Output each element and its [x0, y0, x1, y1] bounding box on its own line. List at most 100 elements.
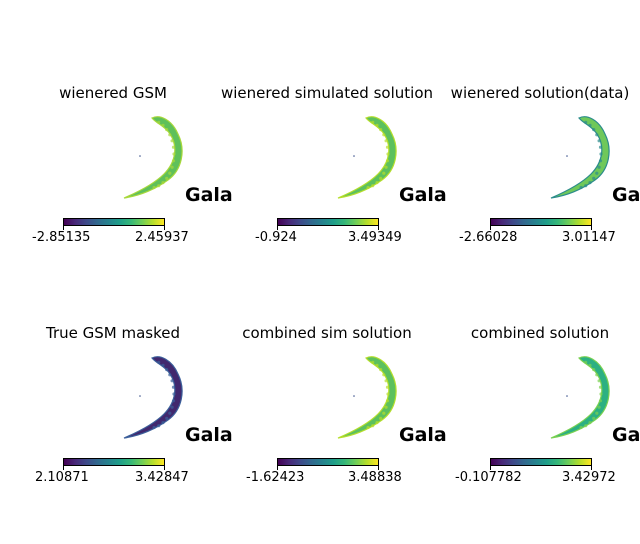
- map-texture-mark: [371, 424, 375, 428]
- colorbar: [490, 218, 592, 226]
- map-texture-mark: [598, 145, 603, 149]
- sky-map: [427, 344, 640, 452]
- panel-combined-sim-solution: combined sim solution Gala -1.62423 3.48…: [214, 324, 447, 544]
- sky-map: [214, 344, 442, 452]
- sky-map: [427, 104, 640, 212]
- panel-title: combined solution: [470, 324, 610, 342]
- panel-combined-solution: combined solution Gala -0.107782 3.42972: [427, 324, 640, 544]
- map-texture-mark: [598, 159, 603, 163]
- map-texture-mark: [384, 165, 388, 169]
- map-texture-mark: [588, 363, 592, 367]
- map-texture-mark: [592, 416, 596, 420]
- colorbar-tick-max: [591, 466, 592, 470]
- map-texture-mark: [595, 411, 599, 415]
- colorbar-tick-min: [63, 466, 64, 470]
- crescent-region: [550, 356, 610, 439]
- map-texture-mark: [379, 368, 383, 372]
- map-texture-mark: [366, 425, 370, 430]
- colorbar-tick-min: [490, 466, 491, 470]
- colorbar-tick-max: [378, 466, 379, 470]
- map-texture-mark: [157, 424, 161, 428]
- map-texture-mark: [161, 421, 165, 425]
- colorbar-max-label: 3.42972: [562, 470, 616, 485]
- map-texture-mark: [375, 421, 379, 425]
- map-texture-mark: [375, 363, 379, 367]
- map-texture-mark: [152, 425, 156, 430]
- colorbar: [490, 458, 592, 466]
- crescent-region: [123, 116, 183, 199]
- map-texture-mark: [598, 385, 603, 389]
- map-texture-mark: [171, 159, 176, 163]
- map-texture-mark: [161, 123, 165, 127]
- sky-map-svg: [550, 116, 610, 199]
- stray-pixel: [139, 155, 141, 157]
- panel-title: wienered GSM: [59, 84, 167, 102]
- map-texture-mark: [172, 392, 176, 396]
- map-texture-mark: [382, 171, 386, 175]
- map-texture-mark: [168, 171, 172, 175]
- colorbar-tick-max: [164, 226, 165, 230]
- map-texture-mark: [592, 176, 596, 180]
- colorbar-tick-min: [490, 226, 491, 230]
- map-texture-mark: [161, 363, 165, 367]
- map-texture-mark: [171, 145, 176, 149]
- map-texture-mark: [386, 392, 390, 396]
- map-texture-mark: [170, 379, 174, 383]
- colorbar-max-label: 3.42847: [135, 470, 189, 485]
- map-texture-mark: [168, 411, 172, 415]
- map-texture-mark: [598, 399, 603, 403]
- map-texture-mark: [595, 171, 599, 175]
- map-texture-mark: [385, 159, 390, 163]
- map-texture-mark: [379, 416, 383, 420]
- map-texture-mark: [171, 385, 176, 389]
- map-texture-mark: [165, 176, 169, 180]
- map-texture-mark: [375, 181, 379, 185]
- map-texture-mark: [584, 424, 588, 428]
- map-texture-mark: [157, 360, 161, 364]
- map-texture-mark: [588, 421, 592, 425]
- map-texture-mark: [157, 120, 161, 124]
- map-texture-mark: [171, 399, 176, 403]
- map-texture-mark: [371, 184, 375, 188]
- map-texture-mark: [382, 411, 386, 415]
- galactic-label: Gala: [399, 424, 447, 446]
- colorbar-max-label: 2.45937: [135, 230, 189, 245]
- map-texture-mark: [592, 128, 596, 132]
- colorbar: [277, 218, 379, 226]
- sky-map-svg: [123, 116, 183, 199]
- colorbar: [63, 218, 165, 226]
- crescent-region: [550, 116, 610, 199]
- map-texture-mark: [584, 120, 588, 124]
- map-texture-mark: [588, 123, 592, 127]
- stray-pixel: [353, 395, 355, 397]
- map-texture-mark: [152, 185, 156, 190]
- map-texture-mark: [371, 120, 375, 124]
- colorbar-min-label: -2.85135: [32, 230, 91, 245]
- map-texture-mark: [595, 133, 599, 137]
- map-texture-mark: [165, 416, 169, 420]
- map-texture-mark: [588, 181, 592, 185]
- map-texture-mark: [379, 128, 383, 132]
- map-texture-mark: [584, 360, 588, 364]
- map-texture-mark: [157, 184, 161, 188]
- map-texture-mark: [597, 139, 601, 143]
- stray-pixel: [353, 155, 355, 157]
- panel-title: wienered solution(data): [450, 84, 630, 102]
- galactic-label: Gala: [399, 184, 447, 206]
- map-texture-mark: [384, 139, 388, 143]
- colorbar-min-label: -2.66028: [459, 230, 518, 245]
- colorbar-min-label: -0.107782: [455, 470, 522, 485]
- galactic-label: Gala: [612, 184, 640, 206]
- map-texture-mark: [382, 133, 386, 137]
- colorbar: [63, 458, 165, 466]
- stray-pixel: [566, 155, 568, 157]
- panel-true-gsm-masked: True GSM masked Gala 2.10871 3.42847: [0, 324, 233, 544]
- map-texture-mark: [385, 385, 390, 389]
- map-texture-mark: [386, 152, 390, 156]
- map-texture-mark: [599, 152, 603, 156]
- colorbar-min-label: -1.62423: [246, 470, 305, 485]
- colorbar: [277, 458, 379, 466]
- colorbar-tick-min: [63, 226, 64, 230]
- map-texture-mark: [161, 181, 165, 185]
- crescent-region: [337, 116, 397, 199]
